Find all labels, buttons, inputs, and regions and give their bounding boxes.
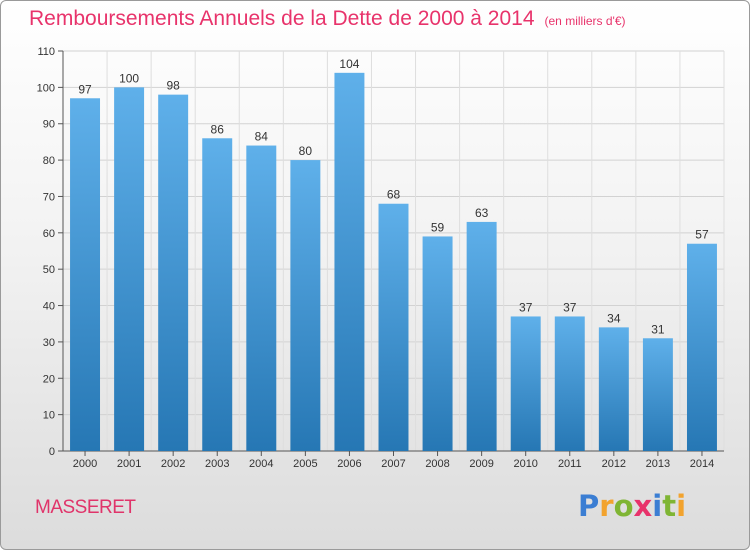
bar-2004 [246,145,277,451]
data-label-2008: 59 [431,220,445,234]
logo-letter: i [652,489,663,523]
x-tick-label-2004: 2004 [249,458,273,470]
logo-letter: r [599,489,614,523]
x-tick-label-2006: 2006 [337,458,361,470]
data-label-2013: 31 [651,322,665,336]
logo-letter: x [633,489,653,523]
chart-title: Remboursements Annuels de la Dette de 20… [29,7,626,31]
y-tick-label: 80 [43,155,55,167]
x-tick-label-2002: 2002 [161,458,185,470]
bar-2013 [642,338,673,451]
bars [70,72,717,452]
bar-2001 [114,87,145,451]
logo-letter: i [676,489,687,523]
x-tick-label-2011: 2011 [558,458,582,470]
chart-unit: (en milliers d'€) [544,14,626,28]
x-tick-label-2012: 2012 [602,458,626,470]
commune-name: MASSERET [35,497,136,518]
bar-2005 [290,160,321,451]
bar-2000 [70,98,101,451]
logo-letter: t [662,489,677,523]
x-tick-label-2005: 2005 [293,458,317,470]
bar-2009 [466,221,497,451]
logo-letter: o [613,489,634,523]
data-label-2007: 68 [387,188,401,202]
chart-title-text: Remboursements Annuels de la Dette de 20… [29,7,535,30]
y-tick-label: 60 [43,228,55,240]
x-tick-label-2007: 2007 [381,458,405,470]
data-label-2006: 104 [339,57,359,71]
data-label-2009: 63 [475,206,489,220]
data-label-2012: 34 [607,311,621,325]
y-tick-label: 30 [43,337,55,349]
bar-2006 [334,72,365,452]
data-label-2002: 98 [166,79,180,93]
y-tick-label: 10 [43,410,55,422]
data-label-2003: 86 [211,122,225,136]
x-tick-label-2010: 2010 [513,458,537,470]
bar-2011 [554,316,585,451]
x-tick-label-2001: 2001 [117,458,141,470]
x-tick-label-2008: 2008 [425,458,449,470]
x-tick-label-2009: 2009 [469,458,493,470]
bar-2003 [202,138,233,452]
bar-2007 [378,203,409,451]
proxiti-logo[interactable]: Proxiti [578,489,686,523]
x-tick-label-2013: 2013 [646,458,670,470]
data-label-2011: 37 [563,300,577,314]
y-tick-label: 50 [43,264,55,276]
x-tick-label-2000: 2000 [73,458,97,470]
x-tick-label-2014: 2014 [690,458,714,470]
bar-2010 [510,316,541,451]
data-label-2014: 57 [695,228,709,242]
logo-letter: P [578,489,600,523]
x-tick-label-2003: 2003 [205,458,229,470]
bar-2012 [598,327,629,451]
y-tick-label: 20 [43,373,55,385]
data-label-2004: 84 [255,130,269,144]
bar-2008 [422,236,453,451]
y-tick-label: 70 [43,191,55,203]
y-tick-label: 40 [43,301,55,313]
data-label-2001: 100 [119,71,139,85]
tick-labels: 0 10 20 30 40 50 60 70 80 90 100 110 2000 2001 2002 200… [37,46,715,470]
y-tick-label: 110 [37,46,55,58]
y-tick-label: 100 [37,82,55,94]
bar-2014 [686,243,717,451]
data-labels: 97 100 98 86 84 80 104 68 59 63 37 37 34 31 57 [78,57,709,336]
bar-2002 [158,94,189,452]
data-label-2010: 37 [519,300,533,314]
y-tick-label: 90 [43,119,55,131]
data-label-2005: 80 [299,144,313,158]
data-label-2000: 97 [78,82,92,96]
y-tick-label: 0 [49,446,55,458]
